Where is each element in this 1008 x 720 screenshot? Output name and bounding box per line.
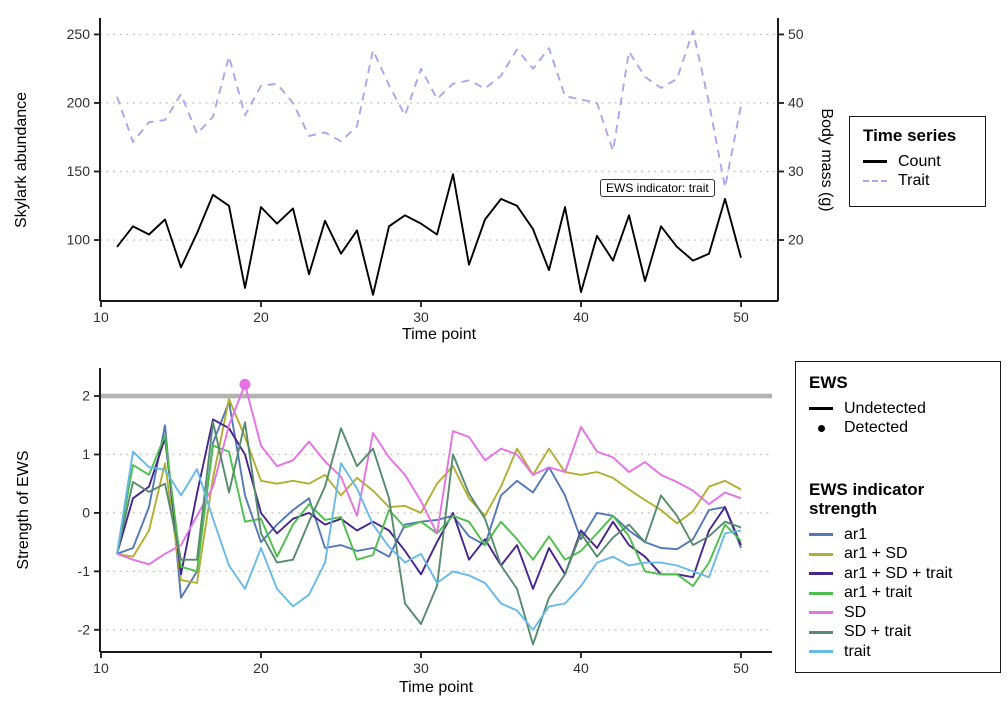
tick-label: 200 xyxy=(67,94,91,110)
legend-item-label: Detected xyxy=(844,419,909,437)
tick-label: 50 xyxy=(733,660,749,676)
tick-label: 50 xyxy=(733,309,749,325)
tick-label: 20 xyxy=(253,309,269,325)
line-swatch-icon xyxy=(809,572,833,576)
legend-item-label: Count xyxy=(898,152,941,170)
threshold-bar xyxy=(100,393,772,399)
line-swatch-icon xyxy=(809,533,833,537)
series-line-ar1-sd-trait xyxy=(116,418,742,590)
tick-label: 30 xyxy=(413,309,429,325)
legend-item-label: trait xyxy=(844,642,871,660)
tick-label: 40 xyxy=(573,309,589,325)
line-swatch-icon xyxy=(809,650,833,654)
series-line-ar1 xyxy=(116,400,742,599)
tick-label: 30 xyxy=(413,660,429,676)
legend-item-label: Trait xyxy=(898,172,930,190)
legend-item-ar1-sd-trait: ar1 + SD + trait xyxy=(809,564,987,584)
line-swatch-icon xyxy=(809,591,833,595)
line-swatch-icon xyxy=(809,630,833,634)
tick-label: 40 xyxy=(788,94,804,110)
tick-label: 30 xyxy=(788,163,804,179)
x-axis-title-bottom: Time point xyxy=(398,679,474,696)
legend-item-label: Undetected xyxy=(844,399,926,417)
legend-item-detected: Detected xyxy=(809,419,987,439)
legend-time-series: Time series Count Trait xyxy=(849,116,986,207)
line-swatch-icon xyxy=(863,180,887,183)
legend-title-time-series: Time series xyxy=(863,126,957,145)
y-axis-title-body-mass: Body mass (g) xyxy=(818,108,835,212)
annotation-ews-indicator-trait: EWS indicator: trait xyxy=(600,179,715,197)
legend-item-label: SD xyxy=(844,603,867,621)
legend-item-ar1-sd: ar1 + SD xyxy=(809,545,987,565)
legend-item-label: ar1 xyxy=(844,525,868,543)
legend-item-label: SD + trait xyxy=(844,623,912,641)
y-axis-title-strength-of-ews: Strength of EWS xyxy=(15,450,32,570)
series-line-trait xyxy=(116,30,742,189)
tick-label: 1 xyxy=(82,446,90,462)
line-swatch-icon xyxy=(863,160,887,164)
legend-item-trait: Trait xyxy=(863,172,972,192)
legend-title-ews-indicator-strength: EWS indicator strength xyxy=(809,480,925,518)
legend-item-label: ar1 + SD xyxy=(844,545,908,563)
legend-title-ews: EWS xyxy=(809,373,848,392)
legend-ews: EWS Undetected Detected EWS indicator stren… xyxy=(795,361,1001,673)
legend-item-sd-trait: SD + trait xyxy=(809,623,987,643)
legend-item-trait: trait xyxy=(809,642,987,662)
legend-item-sd: SD xyxy=(809,603,987,623)
detected-point xyxy=(239,378,251,390)
tick-label: -2 xyxy=(78,621,91,637)
series-line-ar1-trait xyxy=(116,434,742,587)
legend-item-label: ar1 + trait xyxy=(844,584,913,602)
tick-label: 0 xyxy=(82,504,90,520)
series-line-trait xyxy=(116,450,742,631)
line-swatch-icon xyxy=(809,407,833,411)
series-line-count xyxy=(116,173,742,296)
tick-label: 10 xyxy=(93,309,109,325)
legend-item-label: ar1 + SD + trait xyxy=(844,564,953,582)
tick-label: 40 xyxy=(573,660,589,676)
y-axis-title-skylark-abundance: Skylark abundance xyxy=(13,91,30,229)
legend-item-ar1-trait: ar1 + trait xyxy=(809,584,987,604)
x-axis-title-top: Time point xyxy=(401,326,477,343)
tick-label: -1 xyxy=(78,563,91,579)
tick-label: 20 xyxy=(253,660,269,676)
tick-label: 100 xyxy=(67,232,91,248)
tick-label: 50 xyxy=(788,26,804,42)
series-line-ar1-sd xyxy=(116,398,742,584)
series-line-sd-trait xyxy=(116,421,742,646)
point-swatch-icon xyxy=(809,424,833,432)
tick-label: 250 xyxy=(67,26,91,42)
tick-label: 20 xyxy=(788,232,804,248)
tick-label: 2 xyxy=(82,388,90,404)
legend-item-ar1: ar1 xyxy=(809,525,987,545)
tick-label: 150 xyxy=(67,163,91,179)
line-swatch-icon xyxy=(809,552,833,556)
tick-label: 10 xyxy=(93,660,109,676)
legend-item-count: Count xyxy=(863,152,972,172)
line-swatch-icon xyxy=(809,611,833,615)
legend-item-undetected: Undetected xyxy=(809,399,987,419)
